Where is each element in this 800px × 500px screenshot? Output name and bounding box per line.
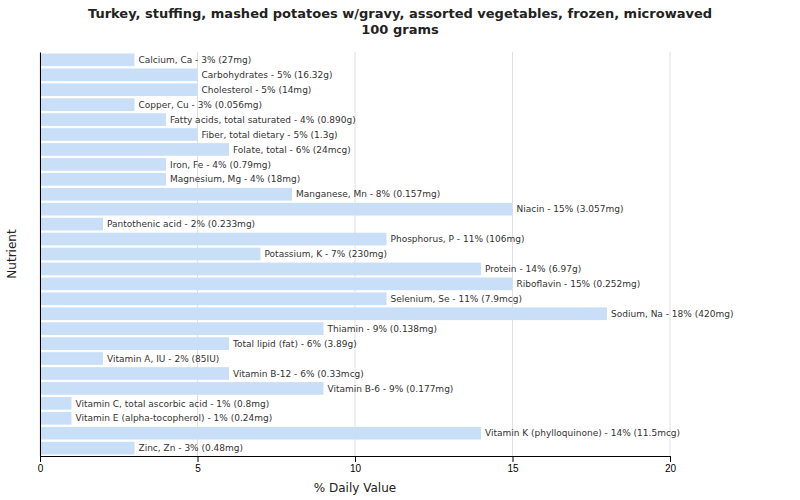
bar-label: Selenium, Se - 11% (7.9mcg) — [391, 294, 523, 304]
bar — [40, 68, 198, 81]
bar — [40, 367, 229, 380]
x-tick: 15 — [507, 456, 519, 474]
grid — [40, 52, 670, 456]
bar — [40, 442, 135, 455]
grid-line — [670, 52, 671, 456]
bar-label: Pantothenic acid - 2% (0.233mg) — [107, 219, 255, 229]
bar — [40, 382, 324, 395]
x-tick-label: 10 — [350, 463, 362, 474]
x-axis-title: % Daily Value — [314, 481, 396, 495]
bar — [40, 218, 103, 231]
bar-label: Total lipid (fat) - 6% (3.89g) — [232, 339, 357, 349]
y-axis — [40, 53, 41, 457]
bar-label: Vitamin C, total ascorbic acid - 1% (0.8… — [76, 399, 270, 409]
chart-title-line: Turkey, stuffing, mashed potatoes w/grav… — [88, 6, 712, 21]
bar-label: Calcium, Ca - 3% (27mg) — [139, 55, 252, 65]
bar — [40, 128, 198, 141]
bar — [40, 143, 229, 156]
bar — [40, 397, 72, 410]
bar — [40, 233, 387, 246]
bar-label: Sodium, Na - 18% (420mg) — [611, 309, 733, 319]
bar-labels: Calcium, Ca - 3% (27mg) Carbohydrates - 5… — [76, 55, 734, 453]
x-axis-line — [41, 457, 671, 463]
grid-line — [512, 52, 513, 456]
bar-label: Fatty acids, total saturated - 4% (0.890… — [170, 115, 356, 125]
bar-label: Riboflavin - 15% (0.252mg) — [517, 279, 641, 289]
bar-label: Manganese, Mn - 8% (0.157mg) — [296, 189, 440, 199]
bar-label: Copper, Cu - 3% (0.056mg) — [139, 100, 263, 110]
bar-label: Cholesterol - 5% (14mg) — [202, 85, 312, 95]
x-tick: 0 — [38, 456, 44, 474]
bar — [40, 263, 481, 276]
x-tick: 10 — [350, 456, 362, 474]
bar — [40, 83, 198, 96]
bar — [40, 278, 513, 291]
x-tick-mark — [40, 456, 41, 462]
bar-label: Protein - 14% (6.97g) — [485, 264, 581, 274]
bar-label: Magnesium, Mg - 4% (18mg) — [170, 174, 300, 184]
bar — [40, 158, 166, 171]
bar — [40, 188, 292, 201]
bar-label: Potassium, K - 7% (230mg) — [265, 249, 387, 259]
x-tick-mark — [198, 456, 199, 462]
bar-label: Vitamin E (alpha-tocopherol) - 1% (0.24m… — [76, 413, 273, 423]
bar — [40, 203, 513, 216]
bar-label: Vitamin A, IU - 2% (85IU) — [107, 354, 219, 364]
bar — [40, 292, 387, 305]
y-axis-line — [40, 53, 41, 457]
y-axis-title: Nutrient — [5, 229, 19, 279]
bar — [40, 173, 166, 186]
bar-label: Niacin - 15% (3.057mg) — [517, 204, 624, 214]
chart-container: Calcium, Ca - 3% (27mg) Carbohydrates - 5… — [0, 0, 800, 500]
bar-label: Vitamin B-12 - 6% (0.33mcg) — [233, 369, 364, 379]
chart-svg: Calcium, Ca - 3% (27mg) Carbohydrates - 5… — [0, 0, 800, 500]
bar — [40, 307, 607, 320]
bar — [40, 248, 261, 261]
bar — [40, 53, 135, 66]
bar — [40, 352, 103, 365]
bar-label: Vitamin B-6 - 9% (0.177mg) — [328, 384, 454, 394]
bar-label: Fiber, total dietary - 5% (1.3g) — [202, 130, 338, 140]
chart-title: Turkey, stuffing, mashed potatoes w/grav… — [88, 6, 712, 37]
x-tick-label: 15 — [507, 463, 519, 474]
x-axis: 0 5 10 15 20 — [38, 456, 677, 474]
bar-label: Thiamin - 9% (0.138mg) — [327, 324, 438, 334]
bar-label: Folate, total - 6% (24mcg) — [233, 145, 351, 155]
bar — [40, 412, 72, 425]
bar — [40, 322, 324, 335]
x-tick-label: 5 — [195, 463, 201, 474]
bar-label: Zinc, Zn - 3% (0.48mg) — [139, 443, 244, 453]
bar — [40, 337, 229, 350]
x-tick-label: 20 — [665, 463, 677, 474]
bar-label: Vitamin K (phylloquinone) - 14% (11.5mcg… — [485, 428, 680, 438]
x-tick: 5 — [195, 456, 201, 474]
chart-title-line: 100 grams — [361, 22, 439, 37]
x-tick-mark — [670, 456, 671, 462]
bar-label: Iron, Fe - 4% (0.79mg) — [170, 160, 271, 170]
x-tick-mark — [513, 456, 514, 462]
x-tick: 20 — [665, 456, 677, 474]
x-tick-label: 0 — [38, 463, 44, 474]
bar-label: Phosphorus, P - 11% (106mg) — [391, 234, 525, 244]
bars — [40, 53, 607, 454]
bar — [40, 98, 135, 111]
bar-label: Carbohydrates - 5% (16.32g) — [202, 70, 333, 80]
x-tick-mark — [355, 456, 356, 462]
bar — [40, 427, 481, 440]
plot-area: Calcium, Ca - 3% (27mg) Carbohydrates - 5… — [38, 52, 734, 474]
bar — [40, 113, 166, 126]
grid-line — [40, 52, 41, 456]
